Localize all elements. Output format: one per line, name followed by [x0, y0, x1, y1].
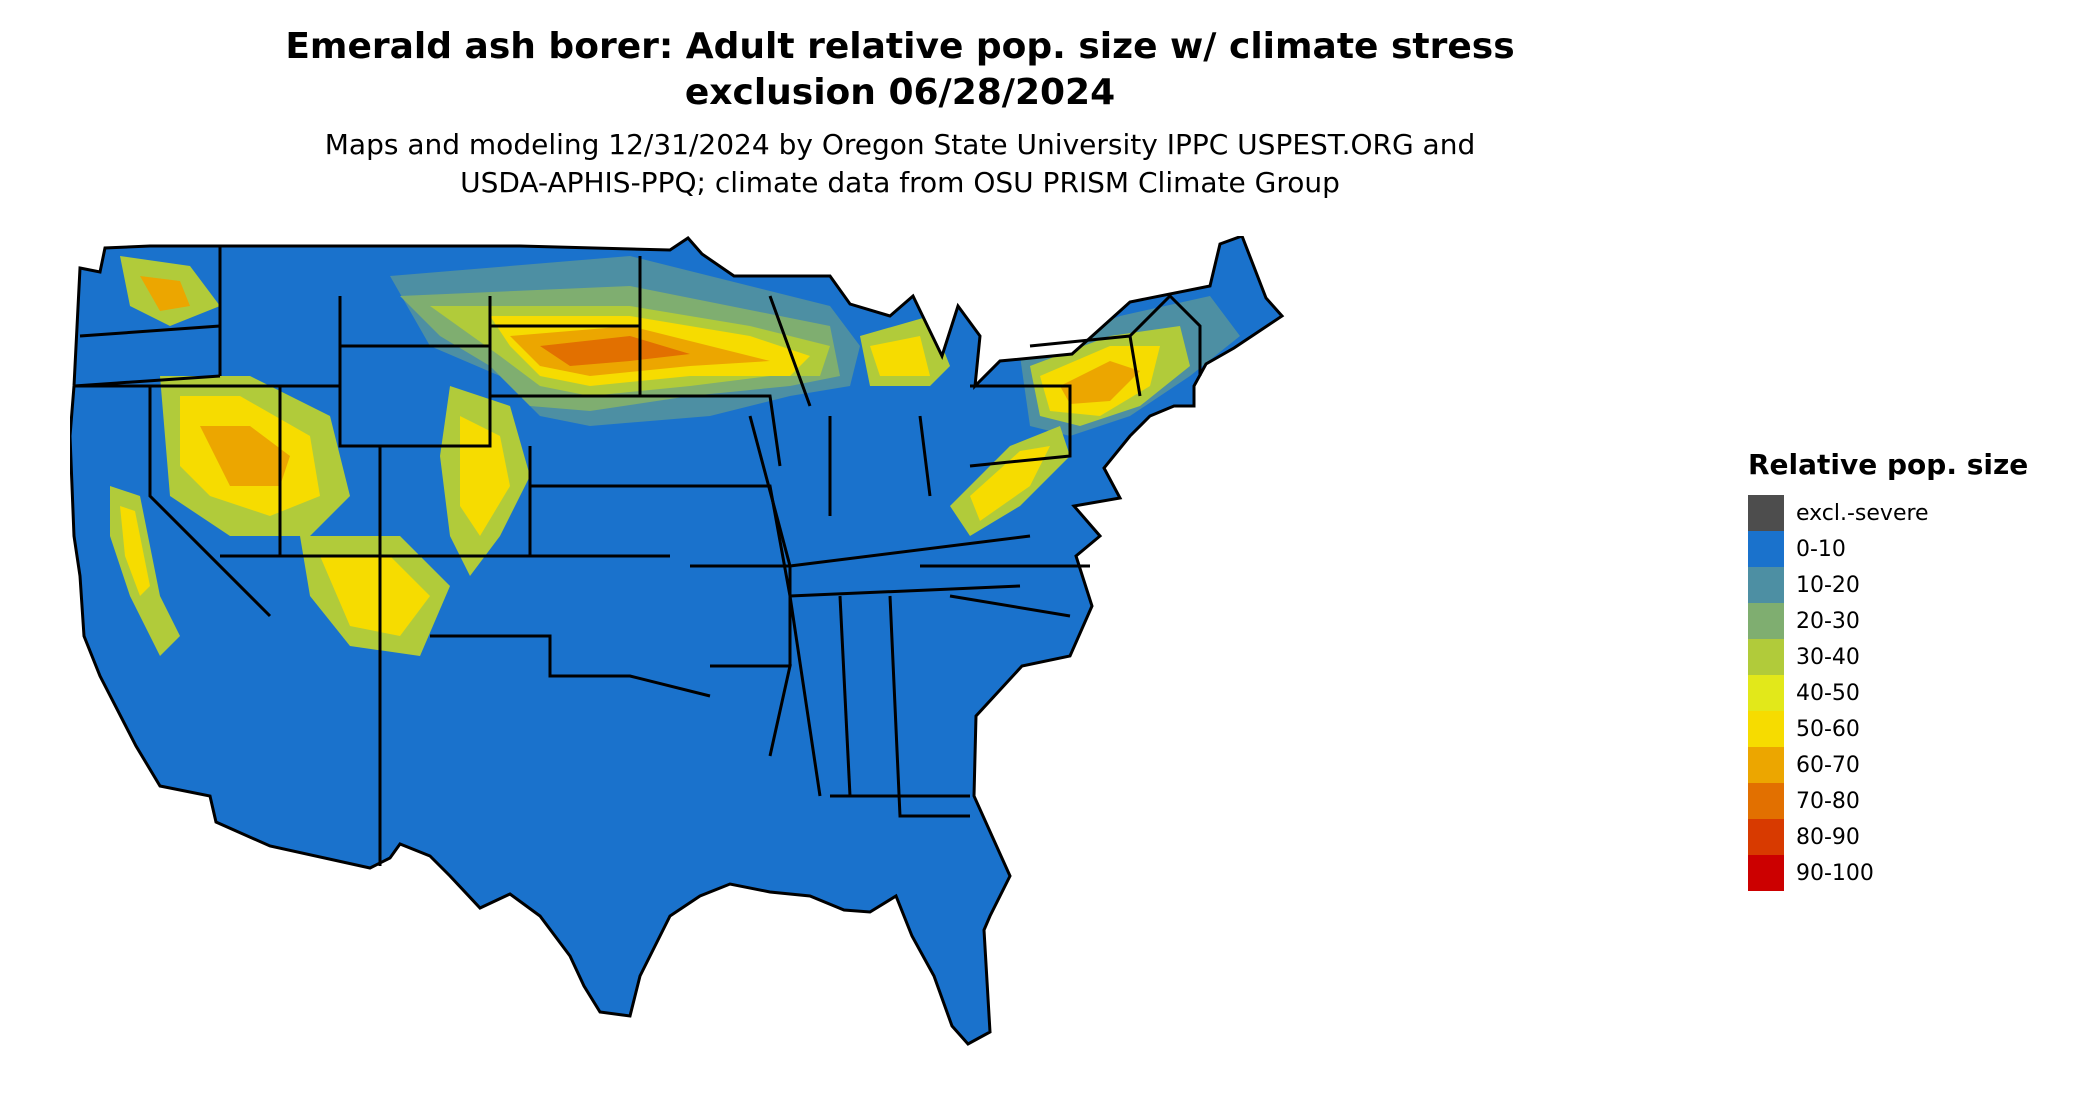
border-il	[748, 415, 792, 567]
border-nc-sc	[949, 594, 1071, 618]
border-oh-pa	[918, 415, 932, 497]
legend-swatch	[1748, 855, 1784, 891]
legend-row: excl.-severe	[1748, 495, 2028, 531]
legend-row: 80-90	[1748, 819, 2028, 855]
legend-label: 40-50	[1796, 680, 1860, 706]
legend-items: excl.-severe 0-10 10-20 20-30 30-40 40-50 50-6…	[1748, 495, 2028, 891]
map-title: Emerald ash borer: Adult relative pop. s…	[0, 24, 1800, 116]
band-northern-plains-70-80	[540, 336, 690, 366]
border-tx-ok	[430, 634, 711, 698]
legend-label: 50-60	[1796, 716, 1860, 742]
border-wa-or	[79, 324, 221, 338]
band-southwest-50-60	[320, 556, 430, 636]
legend-swatch	[1748, 747, 1784, 783]
legend-row: 50-60	[1748, 711, 2028, 747]
border-ms	[788, 595, 822, 797]
map-subtitle-line-1: Maps and modeling 12/31/2024 by Oregon S…	[324, 128, 1476, 161]
legend-swatch	[1748, 819, 1784, 855]
us-outline	[70, 236, 1285, 1046]
border-la	[710, 664, 792, 757]
border-ca-nv	[148, 386, 272, 618]
legend-swatch	[1748, 783, 1784, 819]
border-tn-south	[789, 584, 1021, 598]
legend-label: 0-10	[1796, 536, 1846, 562]
legend-title: Relative pop. size	[1748, 448, 2029, 481]
legend-row: 40-50	[1748, 675, 2028, 711]
legend-row: 70-80	[1748, 783, 2028, 819]
border-ga	[888, 595, 970, 818]
legend-label: 70-80	[1796, 788, 1860, 814]
legend-label: 90-100	[1796, 860, 1874, 886]
legend-swatch	[1748, 639, 1784, 675]
legend-row: 0-10	[1748, 531, 2028, 567]
legend-label: 10-20	[1796, 572, 1860, 598]
legend-swatch	[1748, 603, 1784, 639]
band-northeast-60-70	[1060, 361, 1140, 404]
band-great-basin-60-70	[200, 426, 290, 486]
border-ia	[640, 394, 782, 467]
legend-row: 10-20	[1748, 567, 2028, 603]
border-al	[838, 595, 852, 797]
legend-row: 60-70	[1748, 747, 2028, 783]
map-title-line-2: exclusion 06/28/2024	[684, 72, 1116, 113]
legend-swatch	[1748, 711, 1784, 747]
us-population-map	[70, 236, 1285, 1046]
legend-row: 20-30	[1748, 603, 2028, 639]
legend-swatch	[1748, 495, 1784, 531]
band-appalachian-50-60	[970, 446, 1050, 521]
map-title-line-1: Emerald ash borer: Adult relative pop. s…	[285, 26, 1515, 67]
legend-label: excl.-severe	[1796, 500, 1929, 526]
border-or-south	[73, 374, 221, 388]
border-new-england	[1128, 293, 1202, 376]
legend-label: 80-90	[1796, 824, 1860, 850]
legend-swatch	[1748, 675, 1784, 711]
band-california-50-60	[120, 506, 150, 596]
legend-label: 20-30	[1796, 608, 1860, 634]
border-co	[378, 446, 532, 558]
legend-row: 30-40	[1748, 639, 2028, 675]
state-boundaries	[70, 236, 1285, 1046]
band-michigan-50-60	[870, 336, 930, 376]
border-tn-ky	[789, 534, 1031, 568]
legend-swatch	[1748, 567, 1784, 603]
map-subtitle: Maps and modeling 12/31/2024 by Oregon S…	[0, 126, 1800, 202]
legend-row: 90-100	[1748, 855, 2028, 891]
band-pacific-northwest-60-70	[140, 276, 190, 311]
border-wy	[338, 296, 492, 448]
border-pa	[969, 384, 1072, 468]
legend-label: 60-70	[1796, 752, 1860, 778]
legend-swatch	[1748, 531, 1784, 567]
legend: Relative pop. size excl.-severe 0-10 10-20…	[1748, 448, 2028, 891]
border-wi-mi	[768, 295, 812, 407]
us-land-base	[70, 236, 1282, 1044]
legend-label: 30-40	[1796, 644, 1860, 670]
map-subtitle-line-2: USDA-APHIS-PPQ; climate data from OSU PR…	[460, 166, 1340, 199]
